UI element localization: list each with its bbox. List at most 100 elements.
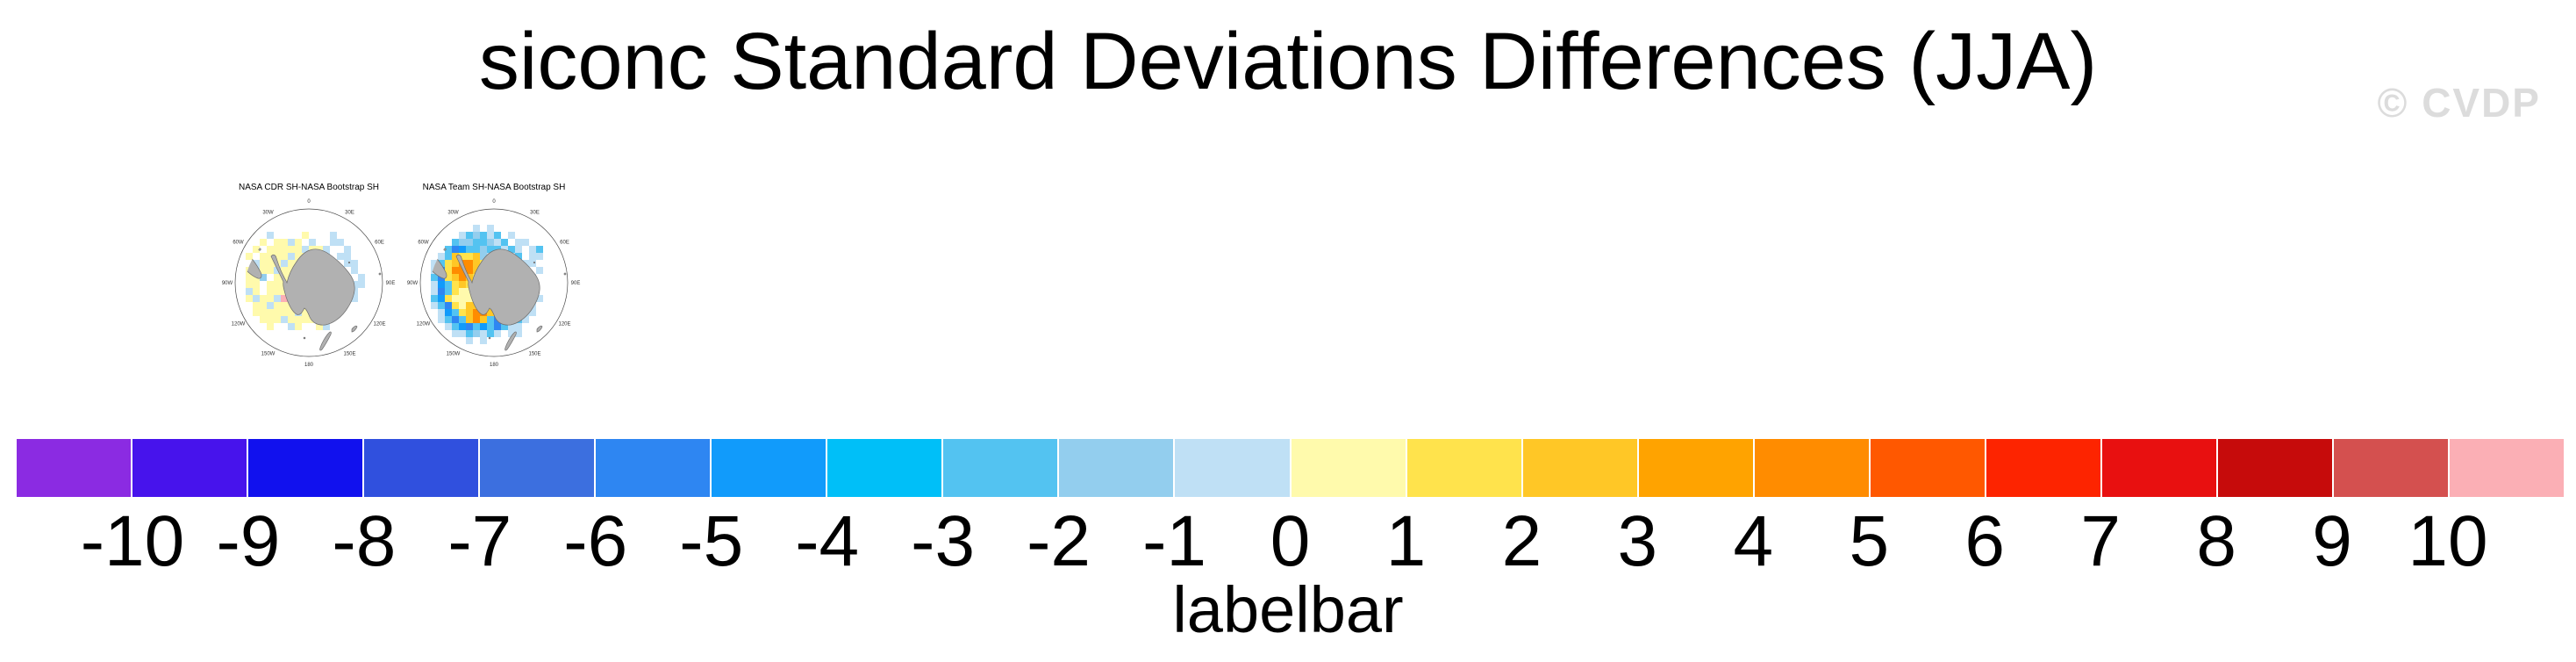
labelbar-box (2217, 439, 2334, 497)
map-cell (267, 316, 274, 323)
map-cell (487, 316, 494, 323)
map-cell (274, 267, 281, 274)
map-cell (515, 246, 522, 253)
map-cell (267, 323, 274, 330)
map-cell (288, 246, 295, 253)
map-cell (522, 316, 529, 323)
map-cell (459, 309, 466, 316)
labelbar-box (1406, 439, 1523, 497)
map-cell (288, 309, 295, 316)
map-cell (253, 288, 260, 295)
labelbar-box (1638, 439, 1755, 497)
longitude-label: 150E (528, 352, 540, 357)
map-cell (260, 309, 267, 316)
map-cell (253, 246, 260, 253)
labelbar-box (596, 439, 712, 497)
map-cell (445, 302, 452, 309)
labelbar-box (2333, 439, 2450, 497)
map-cell (473, 246, 480, 253)
labelbar-tick: -7 (447, 501, 512, 581)
map-cell (466, 232, 473, 239)
labelbar-tick: -1 (1142, 501, 1206, 581)
map-cell (267, 232, 274, 239)
map-cell (480, 246, 487, 253)
map-cell (431, 281, 438, 288)
map-cell (459, 267, 466, 274)
map-cell (260, 295, 267, 302)
longitude-label: 0 (492, 199, 496, 205)
map-cell (246, 281, 253, 288)
map-cell (281, 239, 288, 246)
map-cell (351, 267, 358, 274)
map-cell (508, 323, 515, 330)
map-cell (473, 253, 480, 260)
map-cell (246, 295, 253, 302)
map-cell (337, 253, 344, 260)
labelbar-caption: labelbar (1172, 573, 1404, 646)
map-cell (288, 260, 295, 267)
map-cell (351, 295, 358, 302)
map-cell (473, 309, 480, 316)
map-cell (316, 323, 323, 330)
map-boundary-circle (234, 208, 383, 357)
map-cell (452, 239, 459, 246)
longitude-label: 90W (222, 281, 233, 286)
map-cell (288, 323, 295, 330)
map-cell (260, 239, 267, 246)
map-cell (274, 246, 281, 253)
longitude-label: 120E (558, 322, 570, 327)
map-cell (487, 330, 494, 337)
map-cell (487, 246, 494, 253)
map-cell (473, 232, 480, 239)
longitude-labels: 0 30E 60E 90E 120E 150E 180 150W 120W 90W 60W 30W (222, 199, 396, 368)
labelbar-tick: -3 (911, 501, 976, 581)
map-cell (267, 295, 274, 302)
labelbar-tick: -5 (679, 501, 744, 581)
map-cell (445, 316, 452, 323)
map-cell (344, 246, 351, 253)
new-zealand-shape (319, 331, 332, 351)
map-cell (274, 316, 281, 323)
map-cell (459, 232, 466, 239)
map-cell (337, 239, 344, 246)
map-cell (274, 295, 281, 302)
map-cell (445, 253, 452, 260)
map-cell (466, 316, 473, 323)
map-cell (274, 239, 281, 246)
map-cell (452, 274, 459, 281)
map-cell (323, 246, 330, 253)
map-cell (466, 337, 473, 344)
map-cell (445, 267, 452, 274)
geography (244, 242, 382, 351)
map-cell (452, 309, 459, 316)
map-cell (267, 281, 274, 288)
map-cell (281, 316, 288, 323)
map-cell (267, 267, 274, 274)
map-cell (494, 239, 501, 246)
islet-dot (303, 336, 306, 340)
map-cell (358, 281, 365, 288)
longitude-label: 150W (261, 352, 275, 357)
map-title: NASA Team SH-NASA Bootstrap SH (422, 183, 566, 192)
map-cell (330, 232, 337, 239)
map-cell (438, 302, 445, 309)
map-cell (253, 302, 260, 309)
map-cell (473, 260, 480, 267)
map-cell (288, 253, 295, 260)
map-cell (445, 323, 452, 330)
map-boundary-circle (419, 208, 569, 357)
map-cell (267, 302, 274, 309)
map-cell (274, 274, 281, 281)
map-cell (487, 232, 494, 239)
map-title: NASA CDR SH-NASA Bootstrap SH (238, 183, 380, 192)
longitude-label: 60E (375, 241, 384, 246)
map-cell (480, 330, 487, 337)
map-cell (494, 323, 501, 330)
south-america-shape (429, 242, 447, 279)
map-cell (473, 239, 480, 246)
map-cell (515, 253, 522, 260)
map-cell (344, 253, 351, 260)
labelbar-tick: 7 (2080, 501, 2121, 581)
map-cell (487, 239, 494, 246)
